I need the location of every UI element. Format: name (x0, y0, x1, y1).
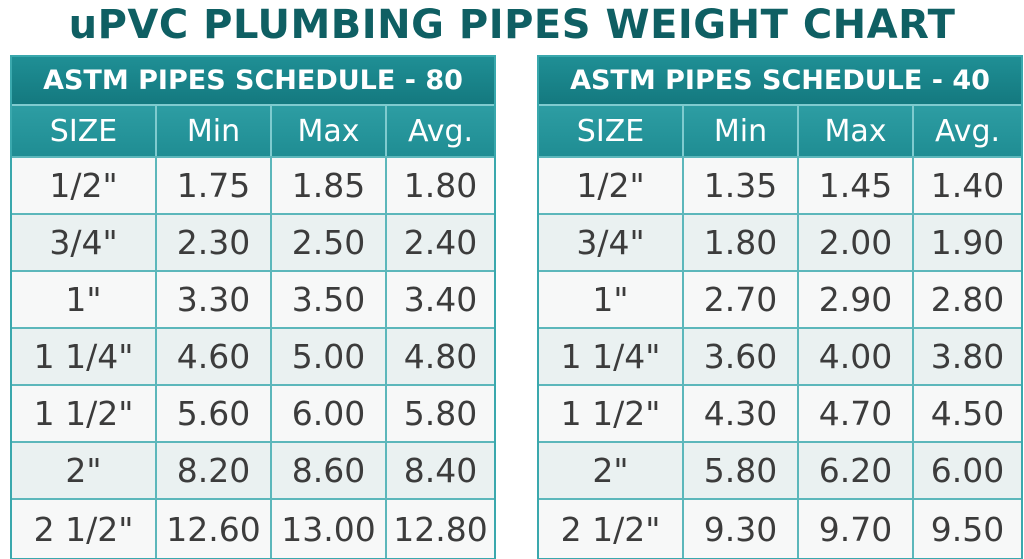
max-cell: 2.50 (270, 215, 385, 270)
column-header-avg: Avg. (385, 106, 494, 156)
table-row: 2" 5.80 6.20 6.00 (539, 441, 1021, 498)
max-cell: 9.70 (797, 500, 912, 558)
max-cell: 1.45 (797, 158, 912, 213)
avg-cell: 2.40 (385, 215, 494, 270)
column-header-size: SIZE (49, 113, 118, 149)
table-row: 1/2" 1.75 1.85 1.80 (12, 156, 494, 213)
avg-cell: 2.80 (912, 272, 1021, 327)
avg-cell: 5.80 (385, 386, 494, 441)
size-cell: 1 1/4" (560, 337, 661, 376)
column-header-max: Max (270, 106, 385, 156)
table-row: 1" 3.30 3.50 3.40 (12, 270, 494, 327)
column-header-row: SIZE Min Max Avg. (12, 106, 494, 156)
min-cell: 2.70 (682, 272, 797, 327)
min-cell: 1.80 (682, 215, 797, 270)
column-header-min: Min (155, 106, 270, 156)
min-cell: 5.80 (682, 443, 797, 498)
avg-cell: 9.50 (912, 500, 1021, 558)
min-cell: 5.60 (155, 386, 270, 441)
avg-cell: 3.80 (912, 329, 1021, 384)
min-cell: 1.75 (155, 158, 270, 213)
table-row: 3/4" 2.30 2.50 2.40 (12, 213, 494, 270)
table-row: 1 1/2" 5.60 6.00 5.80 (12, 384, 494, 441)
max-cell: 3.50 (270, 272, 385, 327)
avg-cell: 8.40 (385, 443, 494, 498)
table-row: 1/2" 1.35 1.45 1.40 (539, 156, 1021, 213)
avg-cell: 1.80 (385, 158, 494, 213)
size-cell: 3/4" (49, 223, 118, 262)
size-cell: 1 1/2" (560, 394, 661, 433)
avg-cell: 3.40 (385, 272, 494, 327)
schedule-40-table: ASTM PIPES SCHEDULE - 40 SIZE Min Max Av… (537, 55, 1023, 559)
size-cell: 1" (65, 280, 102, 319)
schedule-80-table: ASTM PIPES SCHEDULE - 80 SIZE Min Max Av… (10, 55, 496, 559)
min-cell: 9.30 (682, 500, 797, 558)
column-header-avg: Avg. (912, 106, 1021, 156)
table-row: 1 1/4" 3.60 4.00 3.80 (539, 327, 1021, 384)
min-cell: 1.35 (682, 158, 797, 213)
table-heading: ASTM PIPES SCHEDULE - 40 (539, 57, 1021, 106)
max-cell: 4.00 (797, 329, 912, 384)
max-cell: 4.70 (797, 386, 912, 441)
min-cell: 3.30 (155, 272, 270, 327)
min-cell: 4.60 (155, 329, 270, 384)
table-row: 2" 8.20 8.60 8.40 (12, 441, 494, 498)
max-cell: 6.00 (270, 386, 385, 441)
min-cell: 8.20 (155, 443, 270, 498)
min-cell: 12.60 (155, 500, 270, 558)
avg-cell: 12.80 (385, 500, 494, 558)
size-cell: 2" (592, 451, 629, 490)
size-cell: 1 1/2" (33, 394, 134, 433)
avg-cell: 1.40 (912, 158, 1021, 213)
max-cell: 13.00 (270, 500, 385, 558)
size-cell: 1" (592, 280, 629, 319)
size-cell: 1 1/4" (33, 337, 134, 376)
max-cell: 8.60 (270, 443, 385, 498)
avg-cell: 4.50 (912, 386, 1021, 441)
size-cell: 2" (65, 451, 102, 490)
size-cell: 2 1/2" (33, 509, 134, 549)
size-cell: 2 1/2" (560, 509, 661, 549)
max-cell: 6.20 (797, 443, 912, 498)
column-header-min: Min (682, 106, 797, 156)
chart-title: uPVC PLUMBING PIPES WEIGHT CHART (68, 2, 956, 48)
max-cell: 2.00 (797, 215, 912, 270)
avg-cell: 4.80 (385, 329, 494, 384)
column-header-max: Max (797, 106, 912, 156)
table-row: 1 1/2" 4.30 4.70 4.50 (539, 384, 1021, 441)
min-cell: 3.60 (682, 329, 797, 384)
avg-cell: 1.90 (912, 215, 1021, 270)
table-row: 2 1/2" 12.60 13.00 12.80 (12, 498, 494, 558)
size-cell: 3/4" (576, 223, 645, 262)
column-header-size: SIZE (576, 113, 645, 149)
table-row: 3/4" 1.80 2.00 1.90 (539, 213, 1021, 270)
max-cell: 1.85 (270, 158, 385, 213)
table-heading: ASTM PIPES SCHEDULE - 80 (12, 57, 494, 106)
avg-cell: 6.00 (912, 443, 1021, 498)
min-cell: 4.30 (682, 386, 797, 441)
size-cell: 1/2" (576, 166, 645, 205)
min-cell: 2.30 (155, 215, 270, 270)
max-cell: 5.00 (270, 329, 385, 384)
max-cell: 2.90 (797, 272, 912, 327)
size-cell: 1/2" (49, 166, 118, 205)
table-row: 2 1/2" 9.30 9.70 9.50 (539, 498, 1021, 558)
table-row: 1" 2.70 2.90 2.80 (539, 270, 1021, 327)
table-row: 1 1/4" 4.60 5.00 4.80 (12, 327, 494, 384)
column-header-row: SIZE Min Max Avg. (539, 106, 1021, 156)
